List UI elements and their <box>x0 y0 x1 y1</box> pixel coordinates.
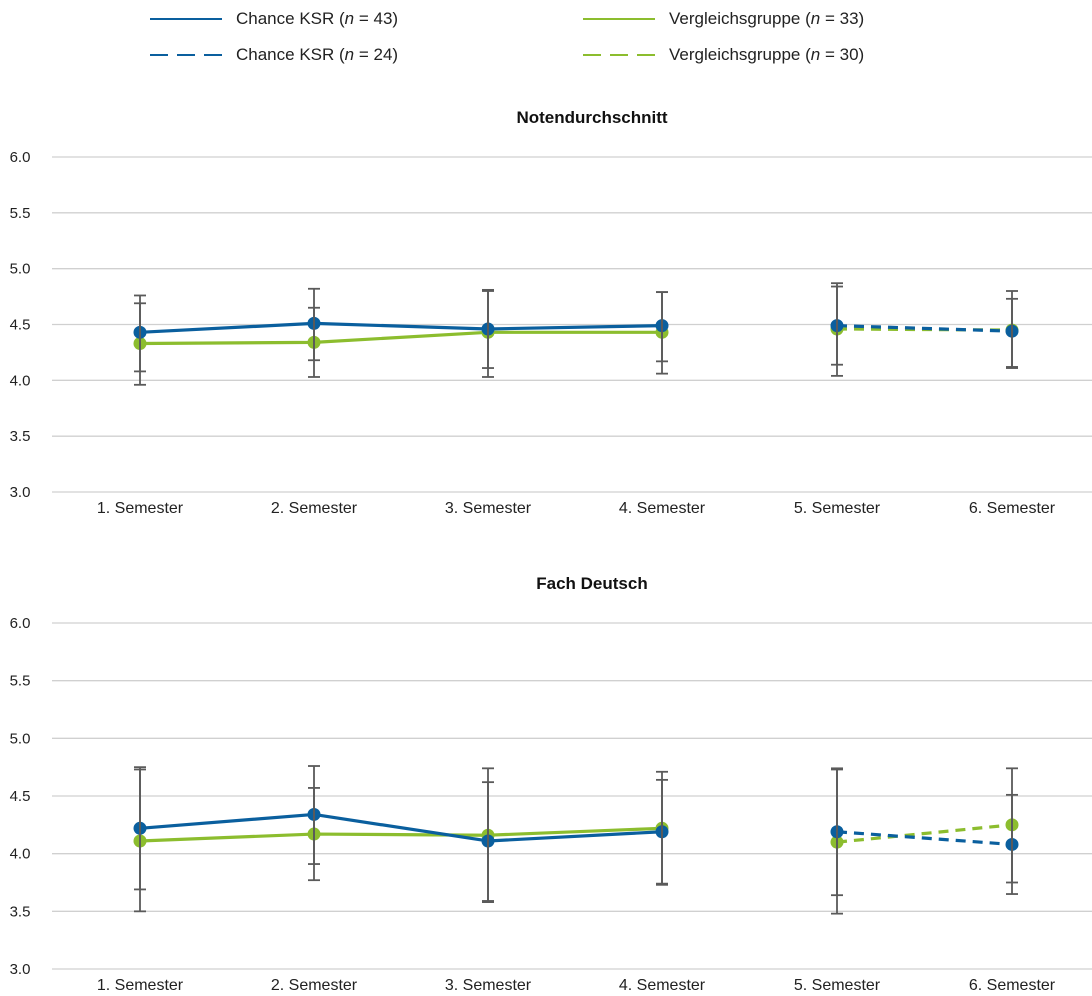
legend-swatch-dashed-green <box>583 54 655 56</box>
y-tick-label: 3.0 <box>10 961 31 978</box>
y-tick-label: 5.0 <box>10 730 31 747</box>
y-tick-label: 5.5 <box>10 205 31 222</box>
legend: Chance KSR (n = 43) Vergleichsgruppe (n … <box>0 0 1092 80</box>
x-tick-label: 3. Semester <box>445 500 532 517</box>
error-bars <box>134 765 1018 915</box>
chart-title: Notendurchschnitt <box>516 108 667 127</box>
legend-swatch-dashed-blue <box>150 54 222 56</box>
x-tick-label: 3. Semester <box>445 977 532 994</box>
x-tick-label: 1. Semester <box>97 500 184 517</box>
legend-n: n <box>810 45 821 64</box>
x-tick-label: 2. Semester <box>271 977 358 994</box>
chart-title: Fach Deutsch <box>536 574 647 593</box>
x-tick-label: 6. Semester <box>969 500 1056 517</box>
y-tick-label: 4.5 <box>10 317 31 334</box>
y-tick-label: 6.0 <box>10 149 31 166</box>
error-bars <box>134 282 1018 386</box>
series-line-vergleich-solid <box>139 826 663 843</box>
legend-label: Vergleichsgruppe <box>669 9 801 28</box>
series-line-ksr-solid <box>139 321 663 334</box>
chart-1: Notendurchschnitt 6.0 5.5 5.0 4.5 4.0 3.5 3.0 1.… <box>10 108 1092 517</box>
legend-item-ksr-43: Chance KSR (n = 43) <box>150 9 398 29</box>
legend-n-value: = 33) <box>824 9 865 28</box>
chart-2: Fach Deutsch 6.0 5.5 5.0 4.5 4.0 3.5 3.0 1. Seme… <box>10 574 1092 994</box>
series-markers <box>133 807 1019 851</box>
y-tick-label: 3.5 <box>10 903 31 920</box>
y-tick-label: 4.5 <box>10 788 31 805</box>
legend-n: n <box>810 9 821 28</box>
legend-n-value: = 30) <box>824 45 865 64</box>
legend-item-vergleich-30: Vergleichsgruppe (n = 30) <box>583 45 864 65</box>
y-tick-label: 4.0 <box>10 372 31 389</box>
legend-label: Vergleichsgruppe <box>669 45 801 64</box>
legend-swatch-solid-blue <box>150 18 222 20</box>
series-line-ksr-dashed <box>836 324 1013 333</box>
y-tick-label: 5.0 <box>10 261 31 278</box>
legend-item-ksr-24: Chance KSR (n = 24) <box>150 45 398 65</box>
x-tick-label: 1. Semester <box>97 977 184 994</box>
legend-n: n <box>344 45 355 64</box>
y-tick-label: 3.0 <box>10 484 31 501</box>
y-tick-label: 4.0 <box>10 846 31 863</box>
x-tick-label: 5. Semester <box>794 977 881 994</box>
legend-n-value: = 24) <box>358 45 399 64</box>
x-tick-label: 2. Semester <box>271 500 358 517</box>
x-tick-label: 4. Semester <box>619 977 706 994</box>
series-line-ksr-dashed <box>836 830 1013 847</box>
series-line-ksr-solid <box>139 812 663 843</box>
legend-swatch-solid-green <box>583 18 655 20</box>
legend-label: Chance KSR <box>236 45 335 64</box>
series-line-vergleich-solid <box>139 330 662 346</box>
y-tick-label: 3.5 <box>10 428 31 445</box>
x-tick-label: 5. Semester <box>794 500 881 517</box>
series-line-vergleich-dashed <box>836 823 1013 844</box>
y-tick-label: 5.5 <box>10 673 31 690</box>
legend-label: Chance KSR <box>236 9 335 28</box>
legend-item-vergleich-33: Vergleichsgruppe (n = 33) <box>583 9 864 29</box>
legend-n: n <box>344 9 355 28</box>
x-tick-label: 6. Semester <box>969 977 1056 994</box>
x-tick-label: 4. Semester <box>619 500 706 517</box>
series-lines <box>139 321 1013 346</box>
y-tick-label: 6.0 <box>10 615 31 632</box>
legend-n-value: = 43) <box>358 9 399 28</box>
series-lines <box>139 812 1013 847</box>
